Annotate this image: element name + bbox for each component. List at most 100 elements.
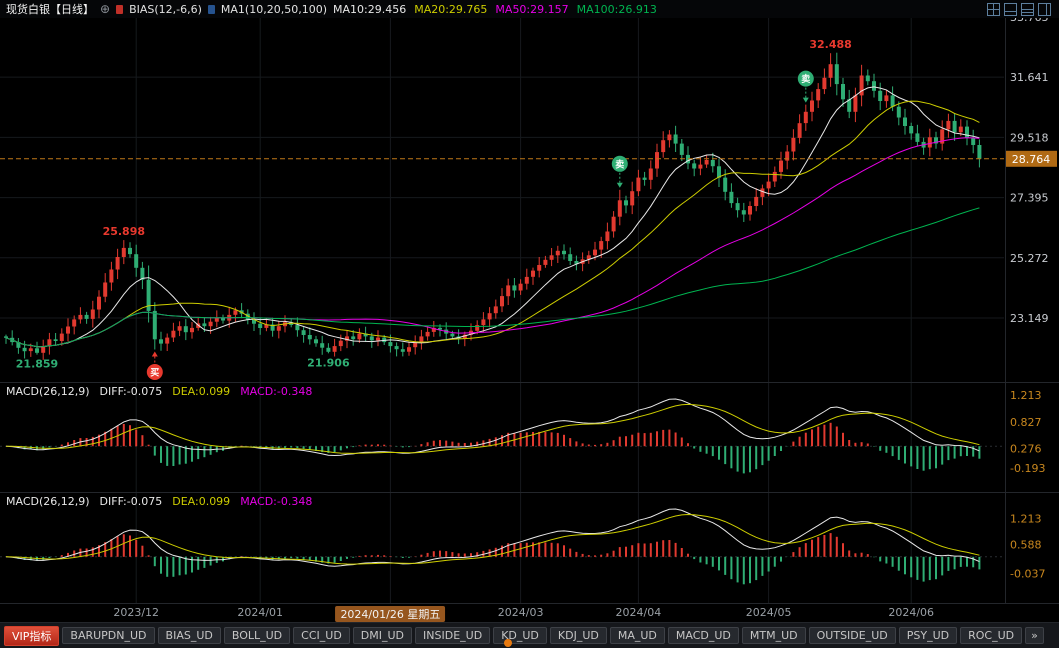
diff-line (5, 508, 980, 567)
candle (462, 334, 467, 339)
candle (735, 203, 740, 211)
indicator-tab-macd_ud[interactable]: MACD_UD (667, 627, 739, 644)
candle (28, 348, 33, 352)
candle (692, 163, 697, 169)
dea-line (5, 513, 980, 565)
candle (760, 188, 765, 197)
candle (388, 342, 393, 347)
indicator-tab-barupdn_ud[interactable]: BARUPDN_UD (62, 627, 155, 644)
more-indicators-button[interactable]: » (1025, 627, 1044, 644)
candle (345, 336, 349, 341)
svg-text:卖: 卖 (615, 158, 624, 170)
indicator-tab-cci_ud[interactable]: CCI_UD (293, 627, 350, 644)
ma-group-label[interactable]: MA1(10,20,50,100) (220, 2, 327, 16)
split-vertical-icon[interactable] (1038, 2, 1051, 16)
indicator-tab-bias_ud[interactable]: BIAS_UD (157, 627, 221, 644)
indicator-tab-ma_ud[interactable]: MA_UD (609, 627, 665, 644)
candle (518, 283, 523, 291)
candle (140, 267, 145, 280)
candle (382, 337, 387, 343)
candle (506, 285, 511, 297)
candle (270, 324, 275, 331)
candle (475, 325, 480, 331)
candle (59, 333, 64, 341)
indicator-tab-dmi_ud[interactable]: DMI_UD (352, 627, 413, 644)
chart-text: 0.588 (1010, 539, 1042, 552)
candle (605, 231, 610, 242)
candle (233, 310, 238, 315)
candle (723, 177, 728, 192)
split-main-sub-icon[interactable] (1004, 2, 1017, 16)
candle (301, 330, 306, 335)
candle (121, 247, 126, 257)
candle (872, 81, 876, 91)
vip-indicators-button[interactable]: VIP指标 (4, 625, 60, 646)
candle (593, 249, 597, 256)
candle (177, 326, 182, 331)
chart-header: 现货白银【日线】 ⊕ BIAS(12,-6,6) MA1(10,20,50,10… (0, 0, 1059, 18)
candle (264, 324, 269, 328)
split-triple-icon[interactable] (1021, 2, 1034, 16)
candle (772, 171, 777, 182)
indicator-tab-psy_ud[interactable]: PSY_UD (898, 627, 958, 644)
candle (766, 181, 771, 189)
sell-signal-marker[interactable]: 卖 (611, 155, 628, 172)
candle (803, 111, 808, 124)
macd-histogram (11, 422, 981, 474)
candle (611, 216, 616, 232)
candles-layer[interactable] (4, 52, 982, 360)
candle (97, 296, 101, 310)
buy-signal-marker[interactable]: 买 (146, 364, 163, 380)
candle (320, 343, 325, 348)
candle (524, 276, 529, 284)
indicator-tab-kdj_ud[interactable]: KDJ_UD (549, 627, 607, 644)
indicator-tab-outside_ud[interactable]: OUTSIDE_UD (808, 627, 896, 644)
ma-value: MA50:29.157 (495, 2, 569, 16)
chart-text: 32.488 (809, 38, 851, 51)
chart-text: -0.193 (1010, 462, 1045, 475)
candle (754, 196, 759, 206)
candle (958, 126, 963, 133)
candle (16, 342, 21, 348)
month-label: 2024/06 (888, 606, 935, 619)
candle (927, 137, 932, 148)
candle (425, 331, 430, 337)
candle (109, 269, 114, 283)
candle (834, 64, 839, 85)
candle (128, 247, 132, 255)
chart-area[interactable]: 33.763 31.641 29.518 27.395 25.272 23.149 1.21… (0, 11, 1059, 604)
candle (903, 117, 907, 126)
indicator-tab-boll_ud[interactable]: BOLL_UD (223, 627, 291, 644)
month-label: 2023/12 (113, 606, 160, 619)
candle (859, 75, 864, 96)
macd-histogram (11, 533, 981, 585)
candle (884, 95, 889, 102)
chart-text: 27.395 (1010, 192, 1049, 205)
candle (698, 164, 703, 169)
chart-text: 1.213 (1010, 389, 1042, 402)
candlestick-chart[interactable]: 33.763 31.641 29.518 27.395 25.272 23.149 1.21… (0, 11, 1059, 604)
candle (481, 319, 486, 326)
candle (400, 349, 405, 352)
indicator-tab-kd_ud[interactable]: KD_UD (493, 627, 547, 644)
bias-label[interactable]: BIAS(12,-6,6) (129, 2, 202, 16)
indicator-tab-inside_ud[interactable]: INSIDE_UD (415, 627, 491, 644)
candle (338, 340, 343, 347)
candle (574, 261, 579, 264)
split-quad-icon[interactable] (987, 2, 1000, 16)
indicator-tab-mtm_ud[interactable]: MTM_UD (741, 627, 806, 644)
add-indicator-icon[interactable]: ⊕ (100, 2, 111, 16)
candle (822, 77, 827, 90)
ma-value: MA10:29.456 (332, 2, 407, 16)
ma-values: MA10:29.456 MA20:29.765 MA50:29.157 MA100:2… (333, 3, 665, 16)
candle (655, 152, 659, 169)
layout-toolbar (987, 2, 1053, 16)
candle (115, 257, 120, 270)
candle (431, 327, 436, 332)
sell-signal-marker[interactable]: 卖 (797, 70, 814, 87)
candle (103, 282, 108, 297)
indicator-tab-roc_ud[interactable]: ROC_UD (960, 627, 1023, 644)
candle (394, 346, 399, 350)
candle (704, 160, 709, 165)
selected-date-label: 2024/01/26 星期五 (335, 606, 446, 622)
